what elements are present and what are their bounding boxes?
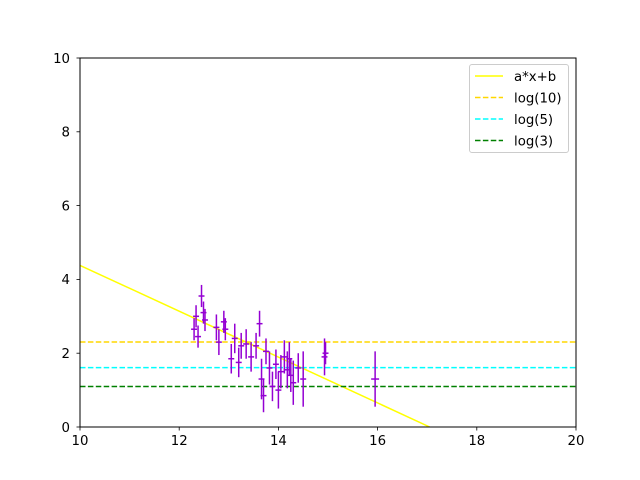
data-point [195,325,202,348]
legend-label: log(3) [514,134,553,149]
y-tick-label: 2 [62,347,70,362]
y-tick-label: 4 [62,273,70,288]
y-tick-label: 10 [53,52,70,67]
data-points [191,284,380,413]
data-point [275,371,282,409]
data-point [263,338,269,365]
x-tick-label: 16 [369,434,386,449]
data-point [277,355,284,389]
data-point [371,351,380,407]
axes-frame [79,57,577,428]
x-tick-label: 10 [72,434,89,449]
data-point [269,371,276,402]
data-point [231,323,238,354]
legend-label: log(10) [514,91,562,106]
x-tick-label: 18 [468,434,485,449]
data-point [238,332,245,359]
data-point [272,349,279,380]
legend: a*x+b log(10) log(5) log(3) [469,64,569,153]
y-axis: 0 2 4 6 8 10 [53,52,80,436]
legend-label: log(5) [514,113,553,128]
data-point [260,379,267,413]
data-point [248,342,255,372]
data-point [222,318,229,341]
data-point [290,360,297,405]
y-tick-label: 6 [62,199,70,214]
y-tick-label: 8 [62,126,70,141]
x-tick-label: 12 [171,434,188,449]
data-point [295,353,302,383]
data-point [256,310,263,337]
data-point [228,343,235,374]
data-point [193,305,200,328]
plot-area [80,264,576,427]
data-point [253,332,260,359]
data-point [281,340,288,374]
data-point [213,314,220,341]
data-point [235,347,242,378]
data-point [322,342,329,365]
series-layer [80,264,576,427]
data-point [300,351,307,407]
data-point [191,318,198,341]
legend-frame [469,64,569,153]
legend-label: a*x+b [514,70,556,85]
data-point [321,338,328,376]
x-tick-label: 20 [568,434,585,449]
data-point [243,329,250,359]
x-tick-label: 14 [270,434,287,449]
data-point [198,284,205,308]
data-point [215,329,222,356]
data-point [266,351,273,385]
data-point [202,308,208,332]
y-tick-label: 0 [62,421,70,436]
x-axis: 10 12 14 16 18 20 [72,427,585,449]
